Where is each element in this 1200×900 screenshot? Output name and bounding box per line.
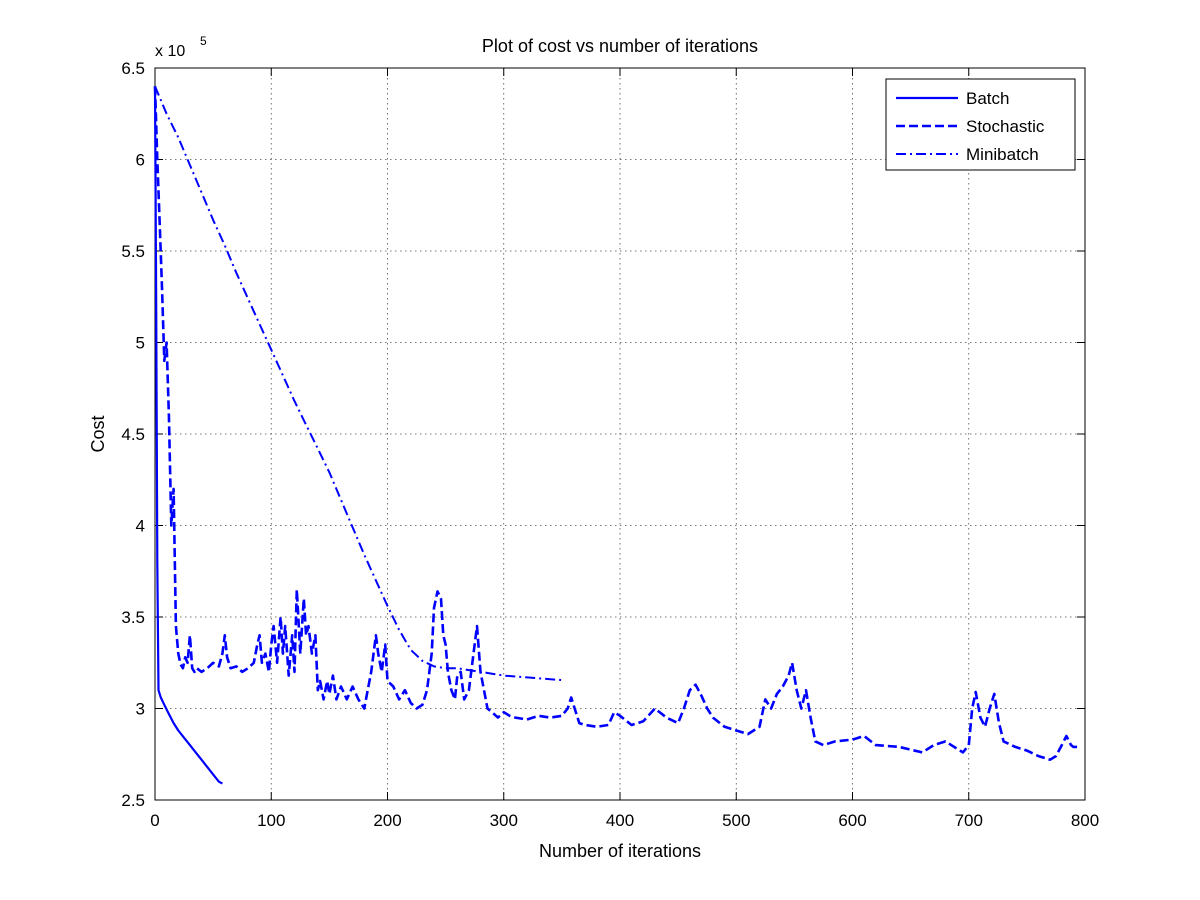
x-tick-label: 400 [606,811,634,830]
y-tick-label: 5 [136,334,145,353]
grid-lines [155,68,1085,800]
legend-label-batch: Batch [966,89,1009,108]
x-tick-label: 0 [150,811,159,830]
chart-title: Plot of cost vs number of iterations [482,36,758,56]
x-tick-label: 800 [1071,811,1099,830]
x-tick-label: 300 [490,811,518,830]
x-tick-label: 100 [257,811,285,830]
series-line-stochastic [153,86,1080,762]
y-tick-label: 6 [136,151,145,170]
x-tick-label: 700 [955,811,983,830]
series-line-batch [153,86,223,785]
legend: Batch Stochastic Minibatch [885,78,1076,171]
x-tick-label: 500 [722,811,750,830]
y-tick-label: 3.5 [121,608,145,627]
legend-label-stochastic: Stochastic [966,117,1045,136]
y-axis-label: Cost [88,415,108,452]
x-tick-label: 200 [373,811,401,830]
legend-label-minibatch: Minibatch [966,145,1039,164]
y-multiplier-exponent: 5 [200,34,207,48]
y-tick-label: 4.5 [121,425,145,444]
y-multiplier-base: x 10 [155,43,185,60]
y-tick-label: 3 [136,700,145,719]
x-tick-label: 600 [838,811,866,830]
y-tick-label: 2.5 [121,791,145,810]
y-tick-label: 5.5 [121,242,145,261]
y-tick-label: 4 [136,517,145,536]
axis-ticks: 0 100 200 300 400 500 600 700 800 2.5 3 3.5 4 4.5 5 5.5… [121,59,1099,830]
x-axis-label: Number of iterations [539,841,701,861]
series-line-minibatch [154,85,562,682]
y-tick-label: 6.5 [121,59,145,78]
series-lines [153,85,1080,785]
